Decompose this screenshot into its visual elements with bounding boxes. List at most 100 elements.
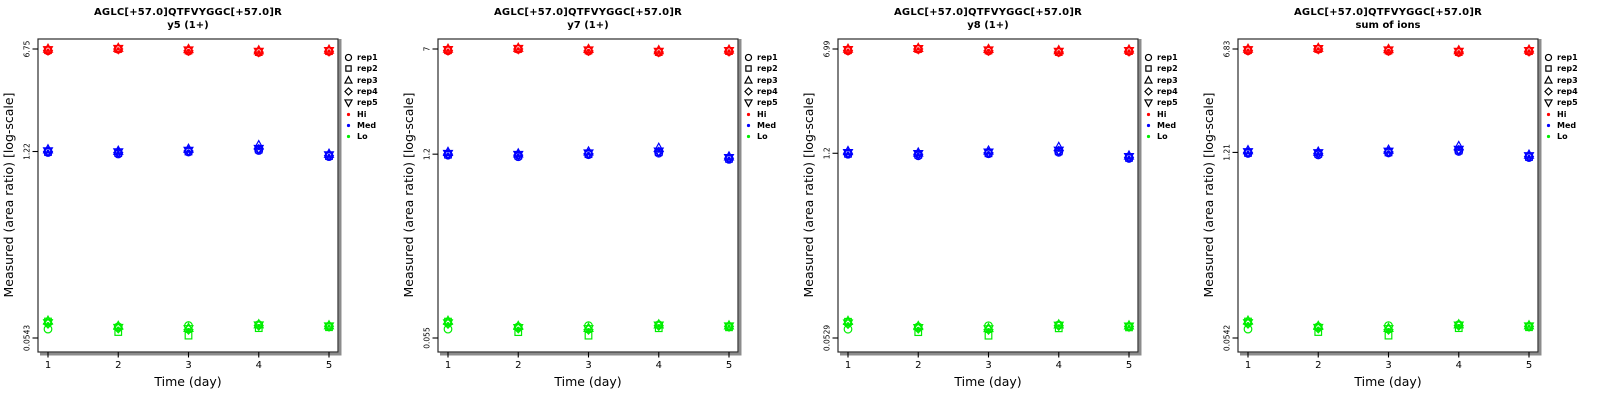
marker-dot — [1316, 151, 1320, 156]
marker-dot — [1057, 50, 1061, 54]
legend-triangle-up-icon — [743, 75, 754, 84]
plot-area: 1 2 3 4 5 6.75 1.22 0.0543 — [23, 38, 342, 371]
y-tick-label: 0.055 — [423, 327, 432, 349]
marker-dot — [846, 322, 850, 326]
legend-label: rep3 — [357, 75, 378, 85]
marker-triangle-down — [1383, 147, 1394, 158]
marker-dot — [1546, 112, 1551, 116]
x-tick-label: 5 — [326, 360, 332, 371]
marker-dot — [746, 135, 751, 139]
x-tick-label: 2 — [1315, 360, 1321, 371]
marker-triangle-down — [1453, 145, 1465, 156]
legend-square-icon — [745, 65, 752, 73]
marker-circle — [1544, 54, 1553, 62]
x-tick-label: 1 — [45, 360, 51, 371]
marker-dot — [986, 328, 991, 332]
plot-box — [437, 38, 739, 353]
legend-triangle-down-icon — [343, 99, 354, 108]
marker-triangle-down — [1312, 44, 1324, 55]
marker-circle — [744, 54, 753, 62]
x-tick-label: 1 — [1245, 360, 1251, 371]
marker-dot — [327, 324, 331, 328]
legend-label: rep5 — [1157, 98, 1178, 108]
legend-item-rep1: rep1 — [1543, 52, 1578, 63]
legend-dot-icon — [1146, 112, 1151, 116]
legend-item-rep1: rep1 — [343, 52, 378, 63]
marker-triangle-down — [1053, 146, 1065, 157]
legend-label: Med — [1557, 120, 1577, 130]
legend-item-rep2: rep2 — [1543, 63, 1578, 74]
marker-dot — [46, 321, 50, 326]
marker-triangle-down — [323, 322, 335, 333]
marker-triangle-down — [1383, 325, 1394, 335]
marker-dot — [1057, 324, 1061, 328]
marker-dot — [657, 324, 661, 328]
legend-circle-icon — [344, 54, 353, 62]
legend-label: Med — [1157, 120, 1177, 130]
marker-triangle-down — [253, 47, 265, 58]
marker-triangle-down — [183, 325, 194, 335]
plot-area: 1 2 3 4 5 7 1.2 0.055 — [423, 38, 742, 371]
marker-dot — [1316, 47, 1320, 51]
legend-dot-icon — [1546, 112, 1551, 116]
marker-triangle-down — [42, 46, 54, 56]
marker-triangle-down — [442, 319, 454, 330]
marker-dot — [1246, 150, 1250, 154]
marker-dot — [116, 326, 120, 330]
legend-label: rep3 — [1157, 75, 1178, 85]
marker-dot — [586, 48, 591, 52]
marker-triangle-down — [1312, 149, 1324, 159]
legend-diamond-icon — [344, 87, 353, 96]
legend-dot-icon — [746, 135, 751, 139]
legend-square-icon — [345, 65, 352, 73]
marker-triangle-down — [1123, 153, 1135, 163]
legend-item-Lo: Lo — [1143, 131, 1178, 142]
x-tick-label: 4 — [256, 360, 262, 371]
legend-item-rep2: rep2 — [343, 63, 378, 74]
legend-item-Hi: Hi — [1543, 108, 1578, 119]
marker-triangle-down — [112, 148, 124, 159]
legend-item-Hi: Hi — [743, 108, 778, 119]
marker-triangle-down — [512, 44, 524, 55]
marker-triangle-down — [112, 44, 124, 55]
legend-label: rep5 — [757, 98, 778, 108]
marker-dot — [746, 123, 751, 128]
legend-item-rep4: rep4 — [1543, 86, 1578, 97]
marker-dot — [916, 326, 920, 330]
legend-triangle-up-icon — [1543, 75, 1554, 84]
marker-triangle-up — [343, 75, 354, 84]
y-tick-label: 6.83 — [1223, 40, 1232, 57]
x-tick-label: 2 — [915, 360, 921, 371]
y-tick-label: 1.2 — [423, 148, 432, 160]
marker-dot — [1386, 48, 1391, 52]
legend-dot-icon — [346, 135, 351, 139]
legend-dot-icon — [1546, 123, 1551, 128]
legend-label: rep4 — [757, 87, 778, 97]
legend-item-rep4: rep4 — [743, 86, 778, 97]
legend-label: Lo — [757, 132, 768, 142]
legend-triangle-up-icon — [1143, 75, 1154, 84]
legend-label: rep2 — [1557, 64, 1578, 74]
legend: rep1 rep2 rep3 rep4 rep5 Hi Med Lo — [343, 52, 378, 142]
chart-subtitle: y7 (1+) — [567, 20, 609, 31]
legend-label: rep2 — [357, 64, 378, 74]
marker-dot — [1546, 123, 1551, 128]
x-tick-label: 3 — [585, 360, 591, 371]
marker-dot — [446, 152, 450, 156]
legend-label: rep5 — [357, 98, 378, 108]
legend-item-rep5: rep5 — [743, 97, 778, 108]
y-tick-label: 1.22 — [23, 143, 32, 160]
marker-triangle-down — [1053, 321, 1065, 332]
x-axis-label: Time (day) — [154, 374, 222, 389]
marker-diamond — [1144, 87, 1153, 96]
legend-diamond-icon — [1144, 87, 1153, 96]
marker-dot — [1527, 154, 1531, 159]
legend: rep1 rep2 rep3 rep4 rep5 Hi Med Lo — [1143, 52, 1178, 142]
marker-dot — [186, 48, 191, 52]
marker-dot — [116, 150, 120, 155]
marker-diamond — [1544, 87, 1553, 96]
x-tick-label: 4 — [656, 360, 662, 371]
legend-label: Hi — [357, 109, 367, 119]
marker-dot — [1057, 148, 1061, 152]
x-tick-label: 2 — [115, 360, 121, 371]
